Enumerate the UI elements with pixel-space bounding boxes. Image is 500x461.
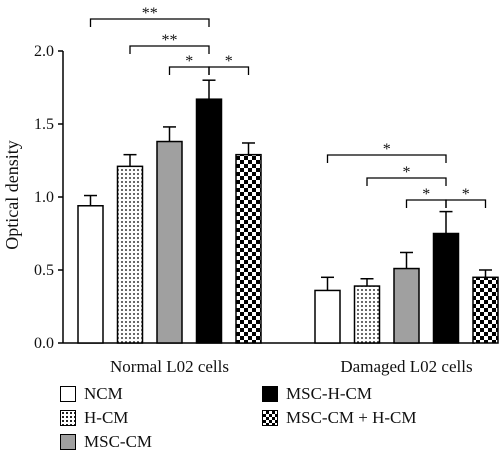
significance-label: * — [383, 141, 391, 158]
y-tick-label: 0.5 — [34, 262, 54, 279]
x-category-label: Damaged L02 cells — [340, 357, 472, 376]
bar — [77, 205, 104, 344]
bar — [235, 153, 262, 344]
significance-bracket — [89, 18, 210, 27]
significance-label: * — [462, 186, 470, 203]
significance-label: ** — [162, 32, 178, 49]
y-tick-label: 0.0 — [34, 335, 54, 352]
significance-label: * — [225, 53, 233, 70]
significance-label: * — [403, 164, 411, 181]
significance-bracket — [326, 154, 447, 163]
y-tick-label: 2.0 — [34, 43, 54, 60]
y-tick-label: 1.0 — [34, 189, 54, 206]
significance-bracket — [366, 177, 447, 186]
bar — [393, 267, 420, 344]
significance-label: ** — [142, 5, 158, 22]
significance-label: * — [422, 186, 430, 203]
significance-bracket — [208, 66, 250, 75]
y-tick-label: 1.5 — [34, 116, 54, 133]
bar — [156, 140, 183, 344]
y-axis-label: Optical density — [2, 140, 22, 249]
bar — [314, 289, 341, 344]
bar — [195, 98, 223, 344]
x-category-label: Normal L02 cells — [110, 357, 229, 376]
bar — [432, 232, 460, 344]
significance-bracket — [129, 45, 210, 54]
significance-bracket — [445, 199, 487, 208]
bar — [472, 276, 499, 344]
bar — [116, 165, 144, 344]
bar — [353, 285, 381, 344]
significance-label: * — [185, 53, 193, 70]
